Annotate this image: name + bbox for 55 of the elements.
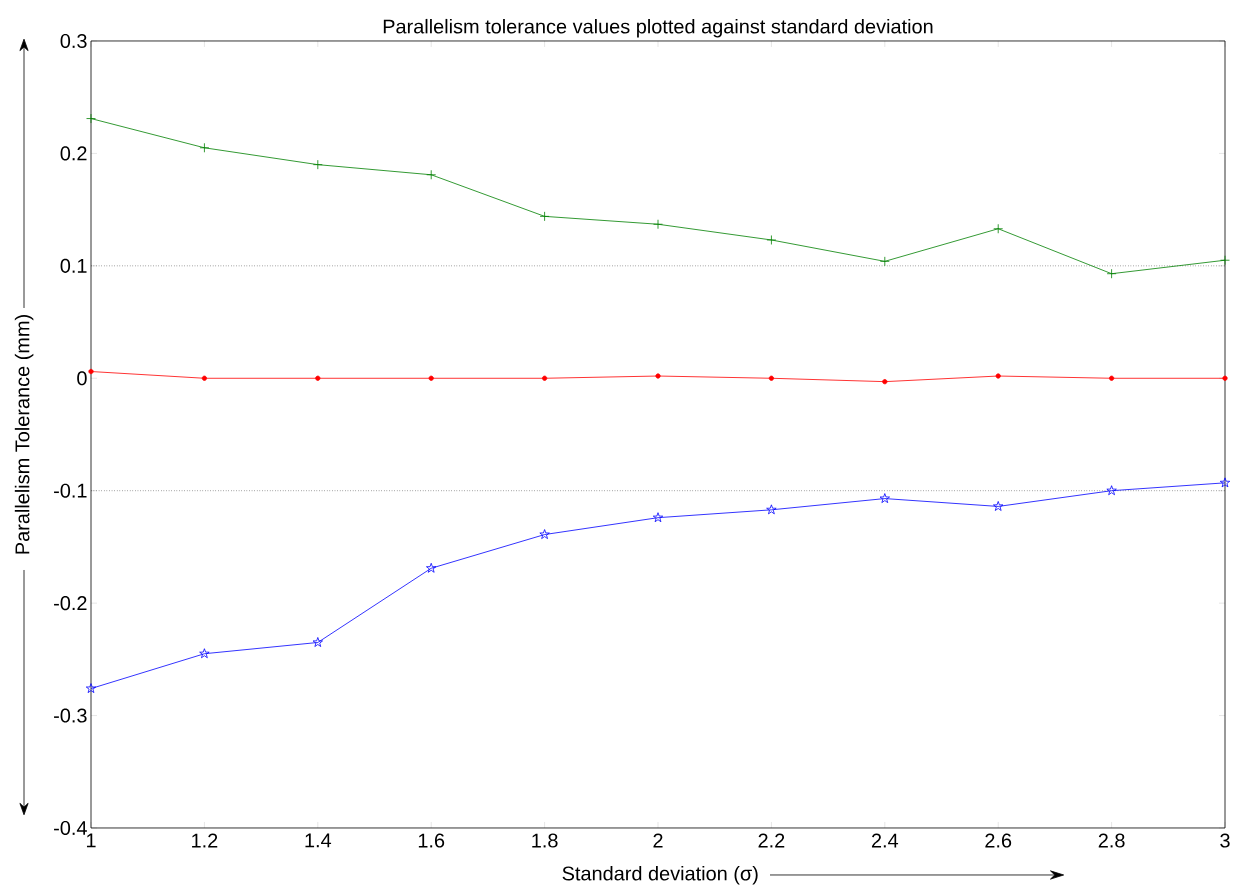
y-tick-label: -0.4 [54, 820, 87, 836]
y-tick-label: 0.1 [60, 258, 87, 273]
point [88, 368, 94, 375]
point [426, 562, 437, 573]
x-tick-label: 1.6 [418, 833, 445, 848]
y-tick-label: -0.3 [54, 708, 87, 723]
point [86, 113, 96, 124]
y-axis-title: Parallelism Tolerance (mm) [14, 315, 34, 554]
point [539, 529, 550, 539]
point [201, 375, 208, 381]
x-tick-label: 2.8 [1098, 833, 1125, 848]
x-tick-label: 1.4 [305, 833, 332, 848]
x-tick-label: 1.8 [532, 833, 558, 848]
point [879, 256, 890, 267]
point [315, 375, 321, 381]
y-tick-label: 0.3 [60, 33, 87, 49]
point [542, 375, 548, 381]
point [993, 501, 1004, 511]
point [426, 169, 437, 180]
point [1222, 375, 1228, 381]
point [1220, 255, 1230, 266]
y-tick-label: 0.2 [60, 146, 87, 161]
point [1106, 485, 1117, 496]
y-tick-label: 0 [77, 371, 87, 386]
point [652, 512, 664, 523]
point [312, 159, 323, 170]
point [199, 648, 210, 659]
point [653, 219, 663, 230]
x-tick-label: 3 [1220, 833, 1230, 848]
x-tick-label: 2.2 [758, 833, 785, 848]
y-tick-label: -0.1 [54, 483, 87, 498]
chart-title: Parallelism tolerance values plotted against standard deviation [383, 18, 933, 38]
x-tick-label: 2.6 [985, 833, 1012, 848]
point [995, 373, 1001, 379]
point [1106, 268, 1117, 279]
x-axis-title: Standard deviation (σ) [562, 865, 758, 885]
point [428, 375, 434, 381]
x-tick-label: 2.4 [871, 833, 899, 848]
point [882, 379, 888, 385]
x-tick-label: 1.2 [192, 833, 218, 848]
point [539, 211, 550, 222]
point [85, 683, 97, 694]
point [1109, 375, 1115, 381]
point [1219, 477, 1231, 488]
x-tick-label: 2 [653, 833, 663, 848]
x-tick-label: 1 [86, 833, 96, 848]
point [766, 235, 777, 245]
point [879, 493, 890, 504]
point [655, 373, 661, 379]
point [993, 223, 1004, 234]
point [766, 504, 777, 515]
y-tick-label: -0.2 [54, 596, 87, 611]
point [312, 637, 323, 647]
point [768, 375, 775, 381]
point [199, 142, 210, 153]
